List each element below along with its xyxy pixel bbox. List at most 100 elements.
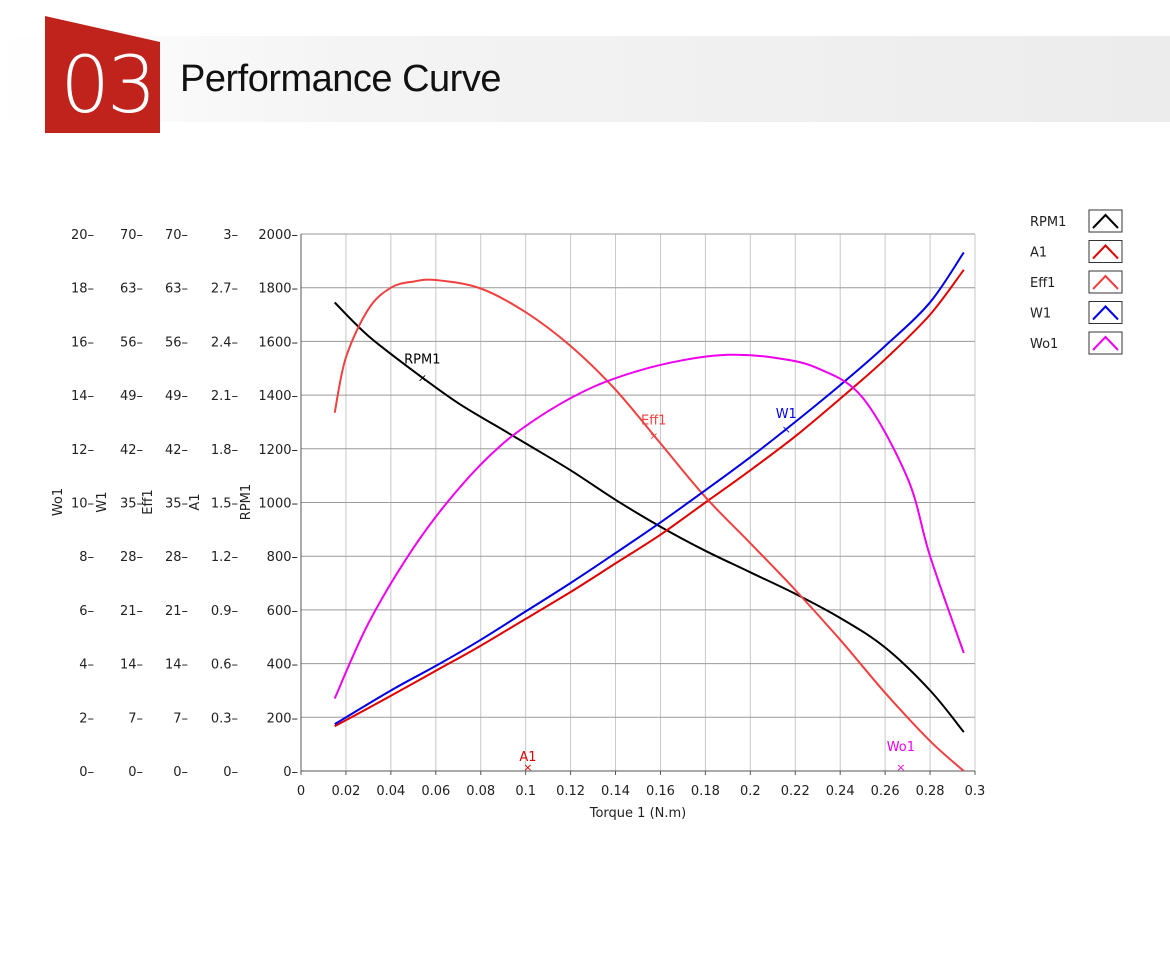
y-tick-label: 0– — [128, 765, 143, 780]
y-tick-label: 12– — [71, 443, 94, 458]
y-tick-label: 35– — [165, 497, 188, 512]
y-tick-label: 18– — [71, 282, 94, 297]
y-tick-label: 1400– — [258, 389, 298, 404]
y-tick-label: 1000– — [258, 497, 298, 512]
y-tick-label: 400– — [267, 658, 298, 673]
y-tick-label: 56– — [165, 335, 188, 350]
y-tick-label: 56– — [120, 335, 143, 350]
legend-swatch-line — [1092, 305, 1119, 321]
x-tick-label: 0.12 — [556, 784, 585, 799]
y-tick-label: 2.4– — [211, 335, 238, 350]
y-tick-label: 20– — [71, 228, 94, 243]
page-title: Performance Curve — [180, 58, 501, 100]
header-band — [0, 36, 1170, 122]
y-tick-label: 49– — [165, 389, 188, 404]
y-tick-label: 28– — [165, 550, 188, 565]
y-tick-label: 0– — [223, 765, 238, 780]
cursor-marker-wo1: × — [896, 761, 905, 774]
y-tick-label: 21– — [120, 604, 143, 619]
legend-swatch-line — [1092, 244, 1119, 260]
legend-swatch — [1088, 209, 1123, 233]
legend-swatch-line — [1092, 213, 1119, 229]
y-tick-label: 2.7– — [211, 282, 238, 297]
y-tick-label: 600– — [267, 604, 298, 619]
x-tick-label: 0.26 — [871, 784, 900, 799]
series-line-w1 — [334, 251, 965, 726]
cursor-label-wo1: Wo1 — [887, 740, 915, 755]
legend-swatch — [1088, 270, 1123, 294]
y-tick-label: 42– — [120, 443, 143, 458]
x-tick-label: 0.06 — [421, 784, 450, 799]
legend-swatch — [1088, 301, 1123, 324]
y-tick-label: 49– — [120, 389, 143, 404]
legend-swatch-line — [1092, 335, 1119, 351]
legend-swatch — [1088, 331, 1123, 355]
cursor-marker-eff1: × — [649, 429, 658, 442]
y-tick-label: 800– — [267, 550, 298, 565]
x-tick-label: 0.04 — [376, 784, 405, 799]
y-tick-label: 7– — [128, 711, 143, 726]
legend-swatch — [1088, 240, 1123, 263]
y-tick-label: 42– — [165, 443, 188, 458]
y-tick-label: 2.1– — [211, 389, 238, 404]
y-tick-label: 1.5– — [211, 497, 238, 512]
y-tick-label: 1.8– — [211, 443, 238, 458]
legend-swatch-line — [1092, 274, 1119, 290]
y-tick-label: 0.9– — [211, 604, 238, 619]
legend-label: RPM1 — [1030, 215, 1066, 230]
y-tick-label: 63– — [165, 282, 188, 297]
y-tick-label: 0– — [79, 765, 94, 780]
y-axis-wo1: 0– 2– 4– 6– 8– 10– 12– 14– 16– 18– 20– Wo1 — [51, 228, 94, 780]
y-tick-label: 16– — [71, 335, 94, 350]
y-tick-label: 0.3– — [211, 711, 238, 726]
y-tick-label: 14– — [71, 389, 94, 404]
y-tick-label: 2000– — [258, 228, 298, 243]
y-tick-label: 2– — [79, 711, 94, 726]
legend-label: Eff1 — [1030, 276, 1055, 291]
y-tick-label: 7– — [173, 711, 188, 726]
y-axis-label: RPM1 — [239, 484, 254, 520]
x-tick-label: 0.24 — [826, 784, 855, 799]
x-tick-label: 0.02 — [331, 784, 360, 799]
y-axis-label: Wo1 — [51, 488, 66, 516]
series-line-a1 — [334, 269, 965, 728]
y-tick-label: 14– — [165, 658, 188, 673]
y-tick-label: 70– — [165, 228, 188, 243]
section-badge — [45, 16, 160, 133]
y-tick-label: 1.2– — [211, 550, 238, 565]
y-axis-eff1: 0– 7– 14– 21– 28– 35– 42– 49– 56– 63– 70– Eff1 — [141, 228, 188, 780]
series-line-rpm1 — [333, 301, 965, 733]
legend: RPM1 A1 Eff1 W1 Wo1 — [1030, 209, 1123, 355]
y-tick-label: 0.6– — [211, 658, 238, 673]
y-axis-w1: 0– 7– 14– 21– 28– 35– 42– 49– 56– 63– 70– W1 — [95, 228, 143, 780]
y-tick-label: 63– — [120, 282, 143, 297]
legend-label: Wo1 — [1030, 337, 1058, 352]
x-tick-label: 0.3 — [965, 784, 986, 799]
y-tick-label: 0– — [283, 765, 298, 780]
y-tick-label: 3– — [223, 228, 238, 243]
section-number: 03 — [60, 41, 156, 131]
y-tick-label: 6– — [79, 604, 94, 619]
series-line-eff1 — [333, 278, 965, 772]
y-tick-label: 10– — [71, 497, 94, 512]
y-tick-label: 1200– — [258, 443, 298, 458]
x-axis-label: Torque 1 (N.m) — [589, 806, 687, 821]
y-tick-label: 1800– — [258, 282, 298, 297]
x-tick-label: 0.14 — [601, 784, 630, 799]
y-axis-a1: 0– 0.3– 0.6– 0.9– 1.2– 1.5– 1.8– 2.1– 2.4– 2.7– 3–… — [188, 228, 238, 780]
y-axis-label: Eff1 — [141, 489, 156, 514]
x-tick-label: 0.08 — [466, 784, 495, 799]
y-tick-label: 21– — [165, 604, 188, 619]
cursor-marker-a1: × — [523, 761, 532, 774]
cursor-label-rpm1: RPM1 — [404, 352, 440, 367]
y-tick-label: 0– — [173, 765, 188, 780]
legend-label: W1 — [1030, 307, 1051, 322]
y-tick-label: 1600– — [258, 335, 298, 350]
y-axis-rpm1: 0– 200– 400– 600– 800– 1000– 1200– 1400– 1600– 18… — [239, 228, 298, 780]
cursor-label-eff1: Eff1 — [641, 413, 666, 428]
x-tick-label: 0.1 — [515, 784, 536, 799]
cursor-label-w1: W1 — [776, 407, 797, 422]
y-tick-label: 4– — [79, 658, 94, 673]
x-tick-label: 0.2 — [740, 784, 761, 799]
y-tick-label: 70– — [120, 228, 143, 243]
